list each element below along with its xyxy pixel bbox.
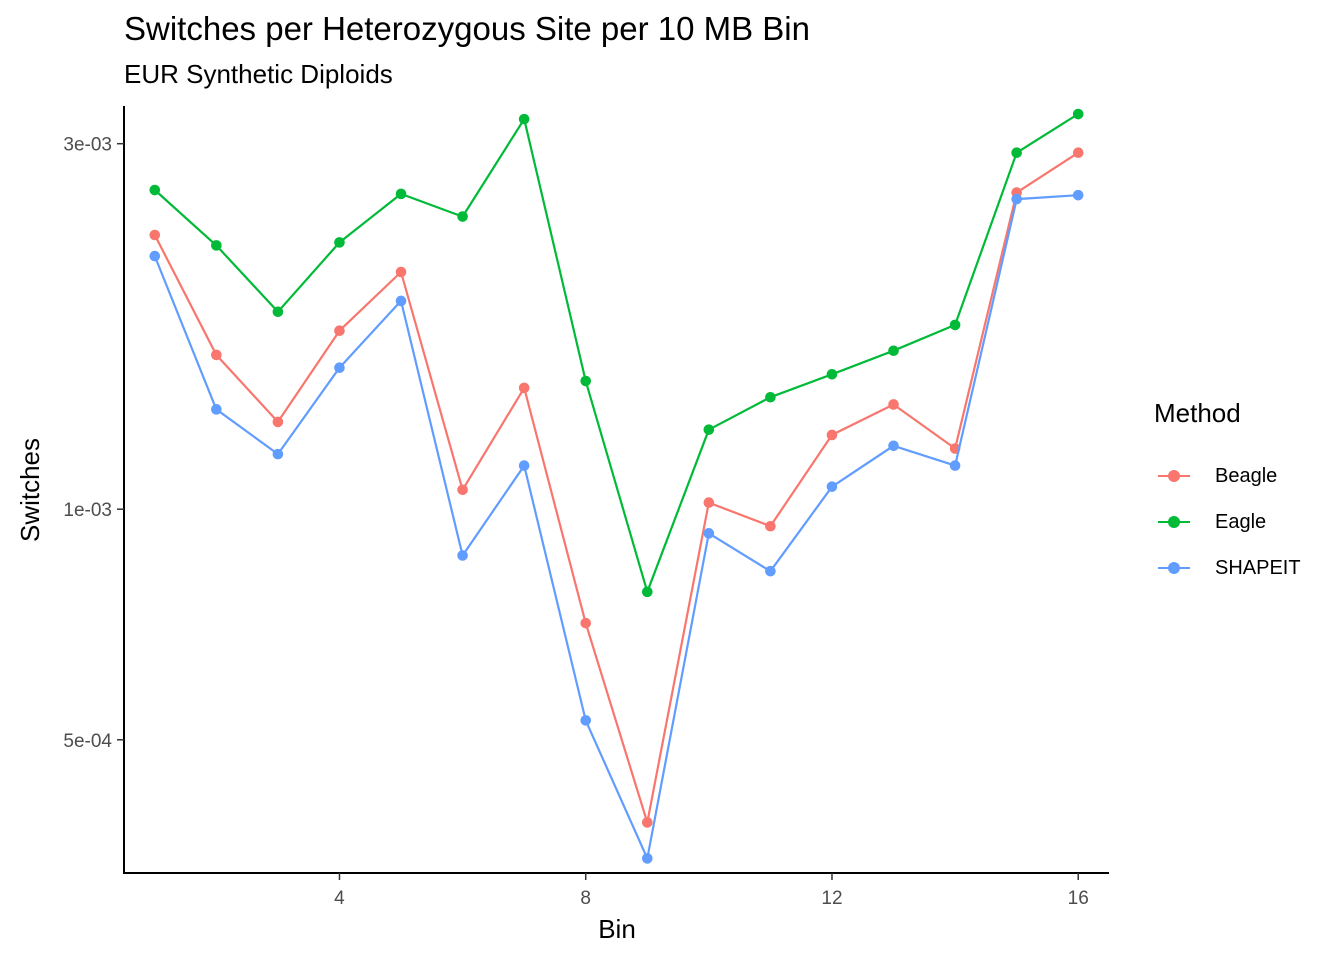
data-point-shapeit [1011, 193, 1022, 205]
data-point-shapeit [518, 460, 530, 471]
legend-key-point [1168, 562, 1180, 574]
data-point-beagle [211, 349, 222, 361]
x-tick-label: 16 [1068, 888, 1089, 909]
data-point-shapeit [457, 550, 468, 561]
data-point-beagle [272, 416, 284, 428]
legend-key-shapeit [1154, 558, 1194, 578]
x-tick-label: 8 [580, 888, 591, 909]
data-point-shapeit [826, 481, 838, 492]
data-point-eagle [395, 188, 407, 200]
legend-label-shapeit: SHAPEIT [1215, 556, 1301, 579]
chart-title: Switches per Heterozygous Site per 10 MB… [124, 10, 810, 47]
data-point-eagle [580, 375, 592, 387]
legend-item-shapeit: SHAPEIT [1154, 545, 1301, 591]
data-point-beagle [395, 266, 407, 278]
data-point-eagle [457, 211, 468, 222]
series-line-eagle [154, 113, 1079, 593]
x-tick-label: 4 [334, 888, 345, 909]
data-point-eagle [1011, 147, 1022, 158]
legend-item-eagle: Eagle [1154, 499, 1301, 545]
data-point-beagle [457, 484, 468, 496]
data-point-beagle [641, 817, 653, 828]
x-axis-title: Bin [598, 914, 636, 944]
axes: 4 8 12 16 5e-04 1e-03 3e-03 [63, 106, 1109, 909]
data-point-beagle [580, 617, 592, 629]
data-point-beagle [518, 382, 530, 394]
data-point-shapeit [580, 715, 592, 726]
data-point-shapeit [641, 853, 653, 864]
data-point-shapeit [703, 528, 715, 539]
x-tick-label: 12 [821, 888, 842, 909]
legend-item-beagle: Beagle [1154, 453, 1301, 499]
legend-label-beagle: Beagle [1215, 464, 1278, 487]
data-point-shapeit [949, 460, 961, 471]
data-point-eagle [826, 368, 838, 380]
legend-key-point [1168, 470, 1180, 482]
data-point-eagle [641, 586, 653, 598]
legend: Method Beagle Eagle SHAPEIT [1154, 398, 1301, 591]
data-point-shapeit [272, 448, 284, 460]
series-layer [149, 108, 1084, 864]
y-tick-label: 1e-03 [63, 500, 112, 521]
legend-label-eagle: Eagle [1215, 510, 1267, 533]
data-point-beagle [1072, 147, 1084, 158]
data-point-beagle [826, 429, 838, 441]
data-point-beagle [149, 229, 161, 241]
data-point-shapeit [149, 250, 161, 262]
data-point-eagle [211, 240, 222, 251]
legend-key-point [1168, 516, 1180, 528]
data-point-beagle [888, 399, 899, 410]
data-point-eagle [703, 424, 715, 435]
legend-key-beagle [1154, 466, 1194, 486]
legend-key-eagle [1154, 512, 1194, 532]
data-point-shapeit [765, 565, 776, 577]
data-point-eagle [888, 345, 899, 357]
legend-items: Beagle Eagle SHAPEIT [1154, 453, 1301, 591]
data-point-eagle [272, 306, 284, 318]
y-tick-label: 5e-04 [63, 731, 112, 752]
data-point-eagle [334, 237, 345, 248]
data-point-shapeit [888, 440, 899, 452]
data-point-eagle [149, 184, 161, 196]
data-point-eagle [518, 113, 530, 125]
data-point-eagle [949, 319, 961, 331]
data-point-shapeit [211, 404, 222, 415]
data-point-shapeit [395, 295, 407, 307]
data-point-beagle [765, 520, 776, 532]
data-point-beagle [334, 325, 345, 337]
data-point-eagle [765, 391, 776, 403]
chart-subtitle: EUR Synthetic Diploids [124, 59, 393, 89]
series-line-shapeit [153, 194, 1079, 860]
data-point-beagle [703, 497, 715, 508]
y-tick-label: 3e-03 [63, 135, 112, 156]
y-axis-title: Switches [15, 438, 45, 542]
data-point-eagle [1072, 108, 1084, 120]
data-point-shapeit [1072, 189, 1084, 201]
legend-title: Method [1154, 398, 1241, 428]
series-line-beagle [153, 151, 1079, 824]
data-point-shapeit [334, 362, 345, 374]
